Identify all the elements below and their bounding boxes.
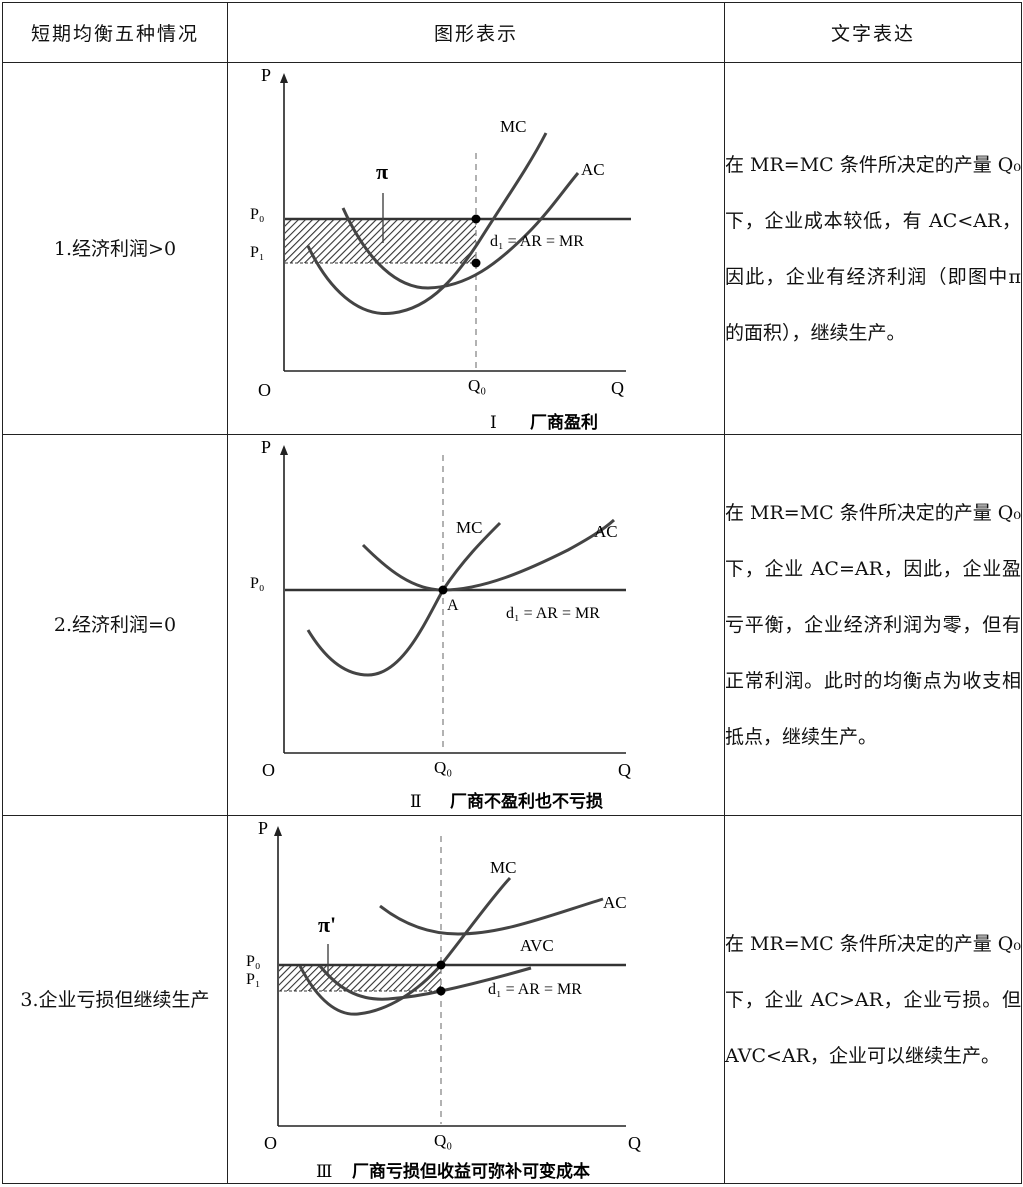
ac-curve <box>361 518 616 592</box>
avc-point <box>436 986 446 996</box>
equilibrium-point <box>471 214 481 224</box>
equilibrium-point <box>436 960 446 970</box>
q0-label: Q₀ <box>434 1131 452 1150</box>
demand-label: d₁ = AR = MR <box>490 233 584 250</box>
figure-cell: P Q O Q₀ MC AC AVC π' P₀ P₁ d₁ = AR = MR… <box>227 815 725 1184</box>
ac-curve <box>341 172 580 290</box>
table-row: 1.经济利润>0 <box>2 62 1022 435</box>
mc-label: MC <box>500 117 526 136</box>
breakeven-diagram: P Q O Q₀ MC AC A P₀ d₁ = AR = MR Ⅱ 厂商不盈利… <box>250 437 631 812</box>
p1-label: P₁ <box>246 971 260 988</box>
equilibrium-point <box>438 585 448 595</box>
description: 在 MR=MC 条件所决定的产量 Q₀下，企业成本较低，有 AC<AR，因此，企… <box>724 62 1022 435</box>
case-label: 3.企业亏损但继续生产 <box>2 815 228 1184</box>
ac-label: AC <box>581 160 605 179</box>
p-axis-label: P <box>258 818 268 838</box>
profit-diagram: P Q O Q₀ MC AC π P₀ P₁ d₁ = AR = MR Ⅰ 厂商… <box>250 65 631 433</box>
profit-area <box>285 219 476 263</box>
table-row: 3.企业亏损但继续生产 <box>2 815 1022 1184</box>
p-axis-arrow <box>274 826 282 836</box>
avc-label: AVC <box>520 936 554 955</box>
header-description: 文字表达 <box>724 2 1022 63</box>
p1-label: P₁ <box>250 244 264 261</box>
mc-curve <box>298 876 512 1016</box>
figure-cell: P Q O Q₀ MC AC π P₀ P₁ d₁ = AR = MR Ⅰ 厂商… <box>227 62 725 435</box>
figure-caption: 厂商盈利 <box>530 412 598 433</box>
demand-label: d₁ = AR = MR <box>506 605 600 622</box>
cost-point <box>471 258 481 268</box>
header-cases: 短期均衡五种情况 <box>2 2 228 63</box>
p-axis-arrow <box>280 73 288 83</box>
table-row: 2.经济利润=0 P Q O Q₀ MC AC A <box>2 434 1022 816</box>
description-text: 在 MR=MC 条件所决定的产量 Q₀下，企业成本较低，有 AC<AR，因此，企… <box>725 153 1021 344</box>
mc-label: MC <box>490 858 516 877</box>
pi-label: π <box>376 159 388 184</box>
q0-label: Q₀ <box>468 376 486 395</box>
description: 在 MR=MC 条件所决定的产量 Q₀下，企业 AC=AR，因此，企业盈亏平衡，… <box>724 434 1022 816</box>
avc-curve <box>318 965 532 1001</box>
p-axis-label: P <box>261 65 271 85</box>
case-label: 1.经济利润>0 <box>2 62 228 435</box>
case-label: 2.经济利润=0 <box>2 434 228 816</box>
header-row: 短期均衡五种情况 图形表示 文字表达 <box>2 2 1022 63</box>
loss-diagram: P Q O Q₀ MC AC AVC π' P₀ P₁ d₁ = AR = MR… <box>246 818 641 1182</box>
p-axis-arrow <box>280 445 288 455</box>
p-axis-label: P <box>261 437 271 457</box>
p0-label: P₀ <box>250 575 264 592</box>
ac-label: AC <box>594 522 618 541</box>
description: 在 MR=MC 条件所决定的产量 Q₀下，企业 AC>AR，企业亏损。但 AVC… <box>724 815 1022 1184</box>
caption-number: Ⅰ <box>490 413 497 432</box>
q0-label: Q₀ <box>434 758 452 777</box>
mc-curve <box>306 521 502 677</box>
q-axis-label: Q <box>618 760 631 780</box>
description-text: 在 MR=MC 条件所决定的产量 Q₀下，企业 AC>AR，企业亏损。但 AVC… <box>725 932 1021 1067</box>
mc-label: MC <box>456 518 482 537</box>
ac-curve <box>379 897 604 936</box>
figure-cell: P Q O Q₀ MC AC A P₀ d₁ = AR = MR Ⅱ 厂商不盈利… <box>227 434 725 816</box>
ac-label: AC <box>603 893 627 912</box>
origin-label: O <box>264 1133 277 1153</box>
description-text: 在 MR=MC 条件所决定的产量 Q₀下，企业 AC=AR，因此，企业盈亏平衡，… <box>725 502 1021 748</box>
q-axis-label: Q <box>611 378 624 398</box>
caption-number: Ⅲ <box>316 1162 332 1181</box>
point-a-label: A <box>447 597 459 614</box>
caption-number: Ⅱ <box>410 792 422 811</box>
origin-label: O <box>262 760 275 780</box>
demand-label: d₁ = AR = MR <box>488 981 582 998</box>
figure-caption: 厂商不盈利也不亏损 <box>450 791 603 812</box>
p0-label: P₀ <box>246 953 260 970</box>
origin-label: O <box>258 380 271 400</box>
q-axis-label: Q <box>628 1133 641 1153</box>
figure-caption: 厂商亏损但收益可弥补可变成本 <box>352 1161 590 1182</box>
p0-label: P₀ <box>250 206 264 223</box>
pi-label: π' <box>318 912 336 937</box>
header-figure: 图形表示 <box>227 2 725 63</box>
